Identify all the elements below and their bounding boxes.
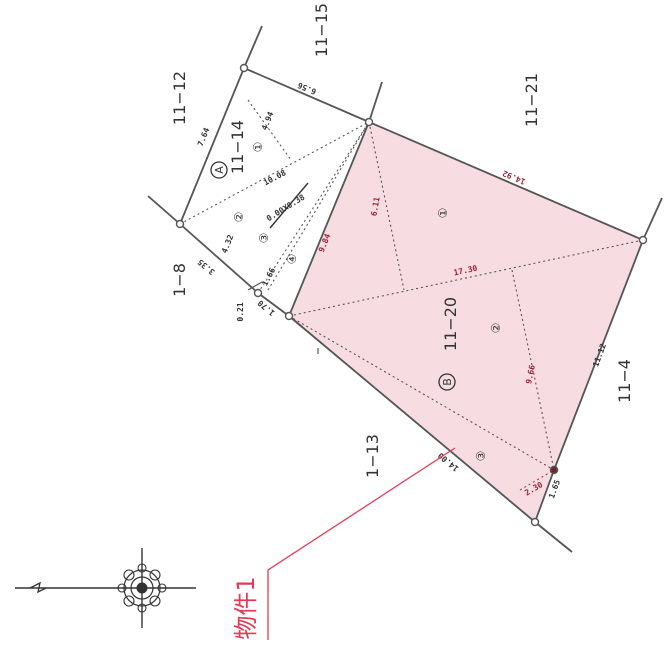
property-label: 物件1 (232, 576, 260, 639)
parcel-11-20-highlight (289, 122, 643, 522)
lot-label-11-20: 11−20 (441, 297, 460, 351)
marker-a: A (211, 162, 227, 178)
triangle-3-small: ③ (257, 233, 271, 244)
compass-icon (15, 548, 196, 628)
lot-label-11-4: 11−4 (615, 359, 634, 403)
triangle-2-main: ② (489, 323, 503, 334)
property-leader-line (268, 448, 455, 640)
triangle-1-small: ① (251, 142, 265, 153)
triangle-4-small: ④ (285, 254, 299, 265)
measure-1-70: 1.70 (256, 298, 277, 317)
marker-a-label: A (213, 166, 226, 174)
lot-label-11-12: 11−12 (170, 71, 189, 125)
property-callout: 物件1 (232, 448, 455, 640)
measure-10-08: 10.08 (262, 168, 288, 187)
marker-b-label: B (441, 378, 454, 386)
triangle-1-main: ① (436, 208, 450, 219)
lot-label-1-13: 1−13 (363, 434, 382, 478)
triangle-3-main: ③ (474, 451, 488, 462)
measure-6-56: 6.56 (296, 80, 317, 96)
lot-label-1-8: 1−8 (170, 263, 189, 297)
measure-3-35: 3.35 (196, 257, 217, 276)
measure-7-64: 7.64 (196, 126, 212, 147)
measure-certified: 0.00X0.38 (265, 192, 307, 223)
measure-4-94: 4.94 (260, 110, 276, 131)
measure-0-21: 0.21 (236, 302, 245, 321)
measure-1-66: 1.66 (260, 266, 277, 287)
lot-label-11-14: 11−14 (228, 120, 247, 174)
lot-label-11-21: 11−21 (522, 73, 541, 127)
measure-4-32: 4.32 (220, 233, 236, 254)
certified-underline (270, 183, 308, 228)
triangle-2-small: ② (232, 212, 246, 223)
lot-label-11-15: 11−15 (312, 3, 331, 57)
